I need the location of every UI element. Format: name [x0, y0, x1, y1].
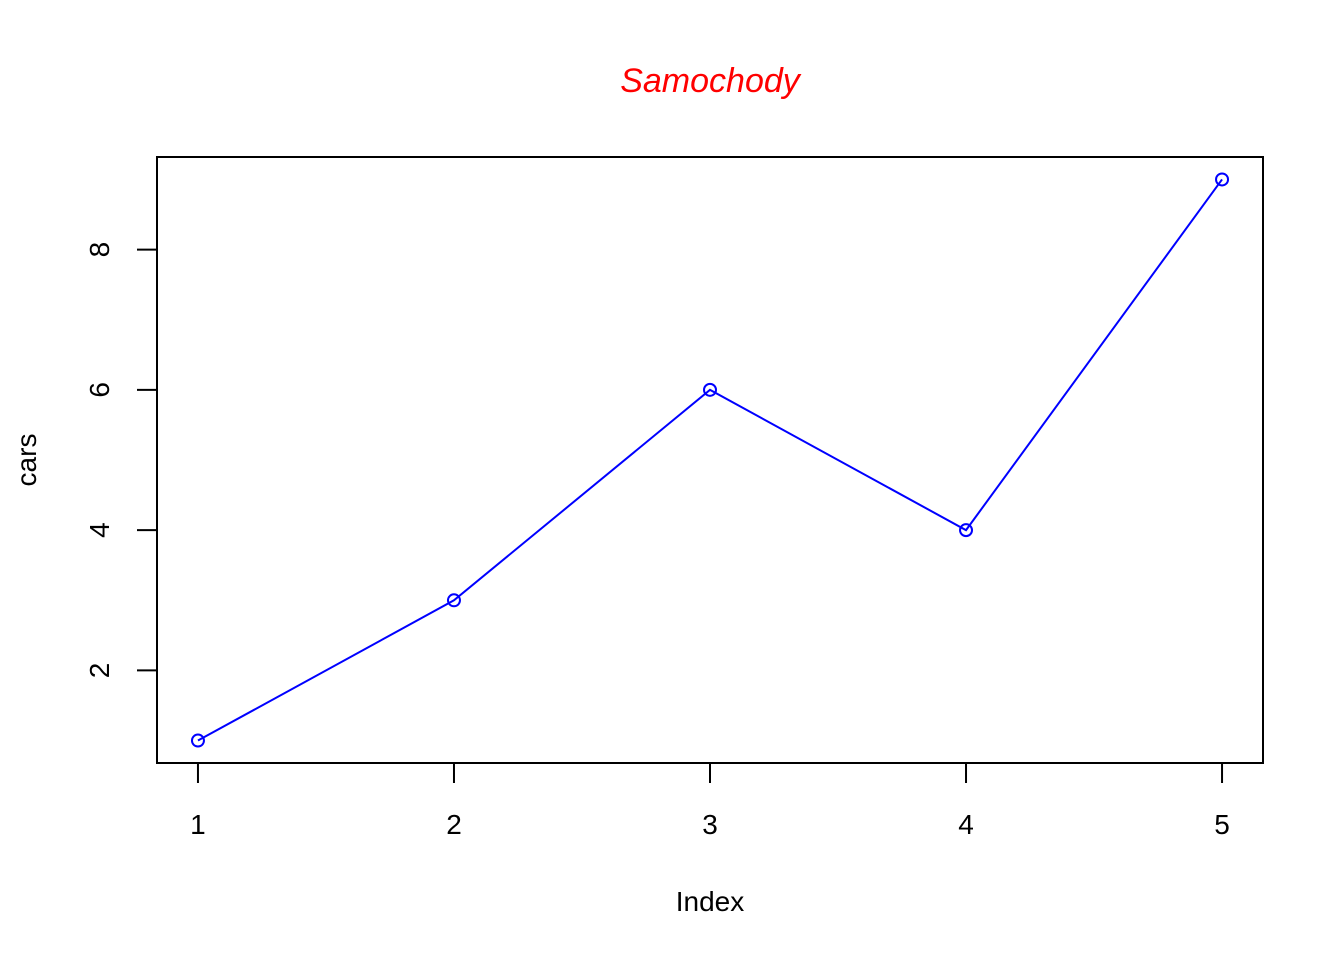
- x-axis: 1 2 3 4 5: [190, 762, 1230, 840]
- y-tick-label: 4: [84, 522, 115, 538]
- series-line: [197, 178, 1223, 742]
- x-tick-label: 5: [1214, 809, 1230, 840]
- x-axis-label: Index: [676, 886, 745, 917]
- y-tick-label: 8: [84, 242, 115, 258]
- x-tick-label: 3: [702, 809, 718, 840]
- x-tick-label: 4: [958, 809, 974, 840]
- x-tick-label: 1: [190, 809, 206, 840]
- y-tick-label: 6: [84, 382, 115, 398]
- data-point: [703, 382, 717, 397]
- x-tick-label: 2: [446, 809, 462, 840]
- data-point: [959, 523, 974, 538]
- y-tick-label: 2: [84, 663, 115, 679]
- data-point: [446, 593, 461, 608]
- y-axis: 2 4 6 8: [84, 242, 158, 679]
- series-layer: [190, 172, 1230, 748]
- chart-title: Samochody: [620, 62, 802, 100]
- data-point: [1215, 172, 1230, 187]
- y-axis-label: cars: [11, 434, 42, 487]
- data-point: [190, 733, 205, 748]
